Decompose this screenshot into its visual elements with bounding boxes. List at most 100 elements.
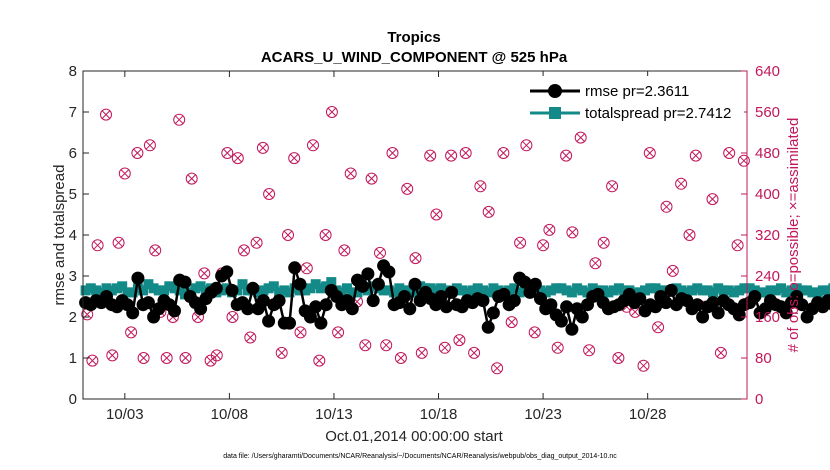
obs-assimilated-point xyxy=(639,361,648,371)
totalspread-point xyxy=(791,283,802,294)
obs-assimilated-point xyxy=(199,269,209,278)
totalspread-point xyxy=(279,285,290,296)
totalspread-point xyxy=(504,285,515,296)
rmse-point xyxy=(748,290,762,303)
obs-assimilated-point xyxy=(187,174,197,183)
obs-assimilated-point xyxy=(126,328,136,337)
totalspread-point xyxy=(190,283,201,294)
obs-possible-point xyxy=(560,149,573,162)
rmse-point xyxy=(690,298,704,312)
obs-possible-point xyxy=(288,152,301,165)
rmse-point xyxy=(178,275,192,289)
obs-possible-point xyxy=(231,152,244,165)
obs-possible-point xyxy=(482,205,495,218)
totalspread-point xyxy=(284,287,295,298)
obs-possible-point xyxy=(666,264,679,277)
y-right-tick-label: 240 xyxy=(755,268,780,285)
totalspread-point xyxy=(336,287,347,298)
rmse-point xyxy=(434,290,448,303)
totalspread-point xyxy=(143,279,154,290)
obs-assimilated-point xyxy=(120,169,130,178)
obs-possible-point xyxy=(344,167,357,180)
totalspread-point xyxy=(619,285,630,296)
obs-possible-point xyxy=(574,131,587,144)
obs-assimilated-point xyxy=(553,343,563,353)
totalspread-point xyxy=(378,285,389,296)
totalspread-point xyxy=(410,287,420,298)
obs-assimilated-point xyxy=(476,181,485,191)
totalspread-point xyxy=(744,283,755,294)
obs-possible-point xyxy=(597,236,610,249)
totalspread-point xyxy=(718,285,729,296)
obs-assimilated-point xyxy=(724,148,734,158)
y-axis-label-right: # of obs: o=possible; ×=assimilated xyxy=(785,118,802,353)
obs-possible-point xyxy=(143,139,156,152)
obs-assimilated-point xyxy=(340,246,349,255)
obs-possible-point xyxy=(275,346,288,359)
rmse-point xyxy=(518,275,532,289)
rmse-point xyxy=(131,271,145,285)
obs-assimilated-point xyxy=(277,348,287,358)
obs-assimilated-point xyxy=(327,107,337,117)
obs-possible-point xyxy=(606,180,619,193)
obs-possible-point xyxy=(637,359,650,372)
rmse-point xyxy=(544,298,558,312)
obs-possible-point xyxy=(332,326,345,339)
rmse-point xyxy=(398,290,411,303)
totalspread-point xyxy=(96,287,107,298)
rmse-point xyxy=(403,302,417,316)
obs-assimilated-point xyxy=(321,230,330,240)
rmse-point xyxy=(319,298,333,312)
totalspread-point xyxy=(702,285,713,296)
obs-possible-point xyxy=(474,180,487,193)
totalspread-point xyxy=(300,285,311,296)
totalspread-point xyxy=(802,285,813,296)
obs-assimilated-point xyxy=(576,133,586,142)
obs-possible-point xyxy=(652,321,665,334)
legend-box xyxy=(524,76,744,128)
totalspread-point xyxy=(80,285,91,296)
rmse-point xyxy=(507,294,521,308)
totalspread-point xyxy=(786,285,797,296)
totalspread-point xyxy=(362,285,373,296)
obs-possible-point xyxy=(86,354,99,367)
obs-assimilated-point xyxy=(691,151,701,160)
totalspread-point xyxy=(561,285,572,296)
rmse-point xyxy=(241,302,255,316)
rmse-point xyxy=(194,302,208,316)
obs-assimilated-point xyxy=(174,115,184,125)
rmse-point xyxy=(283,316,296,330)
obs-possible-point xyxy=(497,147,510,159)
obs-assimilated-point xyxy=(484,207,494,217)
rmse-point xyxy=(209,281,223,295)
totalspread-point xyxy=(509,283,520,294)
y-left-tick-label: 0 xyxy=(69,391,77,408)
obs-possible-point xyxy=(125,326,138,339)
obs-assimilated-point xyxy=(676,179,686,189)
obs-possible-point xyxy=(583,344,596,357)
obs-possible-point xyxy=(374,246,386,259)
rmse-point xyxy=(361,267,375,281)
totalspread-point xyxy=(305,283,316,294)
obs-possible-point xyxy=(307,139,319,152)
rmse-point xyxy=(371,277,385,291)
obs-possible-point xyxy=(185,172,198,185)
totalspread-point xyxy=(153,285,164,296)
obs-possible-point xyxy=(263,188,276,200)
obs-possible-point xyxy=(149,244,162,257)
totalspread-point xyxy=(85,283,96,294)
obs-possible-point xyxy=(505,316,518,329)
totalspread-point xyxy=(713,283,724,294)
obs-possible-point xyxy=(514,236,527,249)
totalspread-point xyxy=(598,285,609,296)
rmse-point xyxy=(366,294,380,308)
y-right-tick-label: 160 xyxy=(755,309,780,326)
obs-possible-point xyxy=(612,352,625,364)
totalspread-point xyxy=(828,283,830,294)
obs-assimilated-point xyxy=(212,351,222,360)
obs-possible-point xyxy=(338,244,351,257)
obs-assimilated-point xyxy=(289,153,299,163)
y-left-tick-label: 2 xyxy=(69,309,77,326)
totalspread-point xyxy=(195,281,206,292)
legend-label-rmse: rmse pr=2.3611 xyxy=(585,83,689,100)
